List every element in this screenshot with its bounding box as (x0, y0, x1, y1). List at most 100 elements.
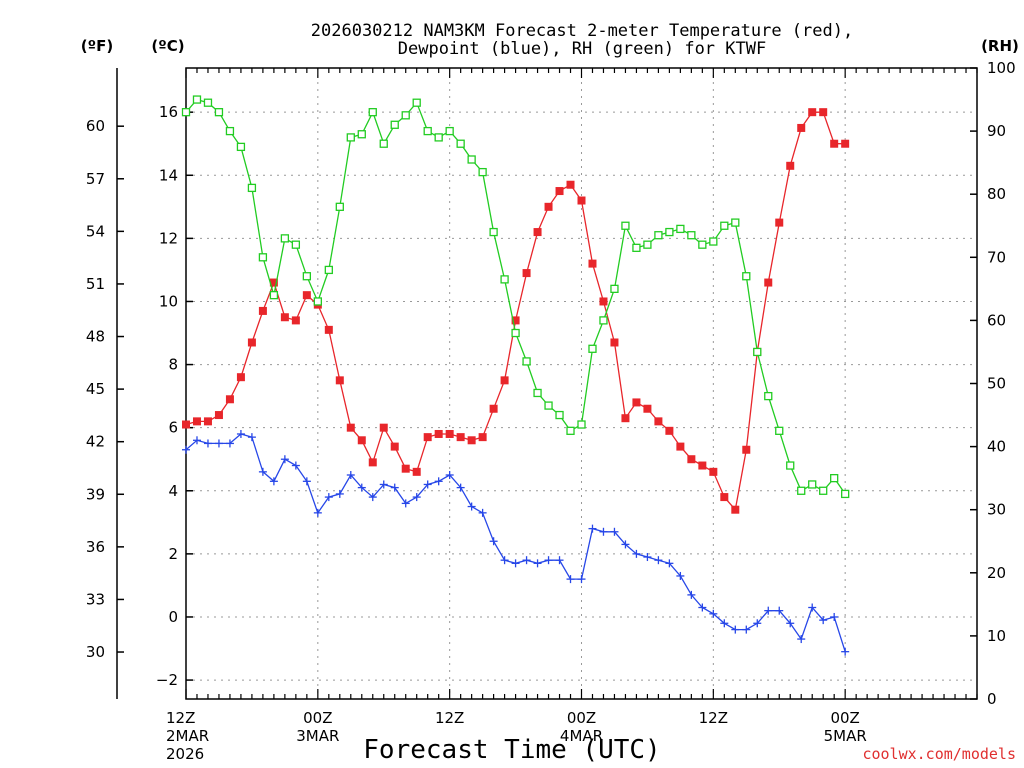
dewpoint-point (775, 606, 784, 615)
relative-humidity-point (478, 167, 487, 177)
2-meter-temperature-point (522, 269, 531, 278)
celsius-tick-label: 14 (159, 166, 178, 184)
dewpoint-point (478, 508, 487, 517)
x-tick-label: 3MAR (296, 727, 339, 745)
2-meter-temperature-point (610, 338, 619, 347)
2-meter-temperature-point (247, 338, 256, 347)
dewpoint-point (236, 429, 245, 438)
relative-humidity-point (555, 410, 564, 420)
x-tick-label: 2MAR (166, 727, 209, 745)
dewpoint-point (632, 549, 641, 558)
fahrenheit-tick-label: 45 (86, 380, 105, 398)
relative-humidity-point (731, 218, 740, 227)
x-tick-label: 12Z (435, 709, 464, 727)
x-tick-label: 2026 (166, 745, 204, 763)
dewpoint-point (522, 556, 531, 565)
2-meter-temperature-point (665, 426, 674, 435)
2-meter-temperature-point (577, 196, 586, 205)
relative-humidity-point (291, 240, 301, 249)
relative-humidity-point (192, 95, 202, 104)
relative-humidity-point (258, 253, 268, 262)
2-meter-temperature-point (489, 404, 498, 413)
relative-humidity-point (511, 328, 520, 338)
2-meter-temperature-point (368, 458, 377, 467)
relative-humidity-point (588, 344, 597, 353)
celsius-tick-label: 8 (168, 356, 178, 374)
relative-humidity-point (214, 108, 224, 117)
2-meter-temperature-point (698, 461, 707, 470)
2-meter-temperature-point (632, 398, 641, 407)
2-meter-temperature-point (324, 325, 333, 334)
dewpoint-point (753, 619, 762, 628)
relative-humidity-point (654, 231, 663, 240)
2-meter-temperature-point (335, 376, 344, 385)
2-meter-temperature-point (830, 139, 839, 148)
relative-humidity-point (489, 227, 498, 237)
relative-humidity-point (423, 126, 432, 136)
relative-humidity-point (181, 108, 191, 117)
2-meter-temperature-point (720, 493, 729, 502)
dewpoint-point (500, 556, 509, 565)
dewpoint-point (379, 480, 388, 489)
2-meter-temperature-point (456, 433, 465, 442)
celsius-tick-label: 16 (159, 103, 178, 121)
relative-humidity-point (357, 130, 366, 139)
dewpoint-point (808, 603, 817, 612)
relative-humidity-point (456, 139, 465, 148)
relative-humidity-point (533, 388, 542, 398)
fahrenheit-tick-label: 30 (86, 643, 105, 661)
fahrenheit-tick-label: 39 (86, 485, 105, 503)
relative-humidity-point (764, 391, 773, 401)
dewpoint-point (324, 493, 333, 502)
dewpoint-point (687, 590, 696, 599)
2-meter-temperature-point (841, 139, 850, 148)
dewpoint-point (368, 493, 377, 502)
relative-humidity-point (742, 272, 751, 281)
dewpoint-point (225, 439, 234, 448)
dewpoint-point (357, 483, 366, 492)
dewpoint-point (192, 436, 201, 445)
relative-humidity-point (676, 224, 685, 234)
2-meter-temperature-point (302, 291, 311, 300)
2-meter-temperature-point (291, 316, 300, 325)
2-meter-temperature-point (797, 123, 806, 132)
2-meter-temperature-point (192, 417, 201, 426)
dewpoint-point (830, 612, 839, 621)
2-meter-temperature-point (643, 404, 652, 413)
2-meter-temperature-point (346, 423, 355, 432)
fahrenheit-tick-label: 36 (86, 538, 105, 556)
relative-humidity-point (346, 133, 355, 142)
x-tick-label: 12Z (699, 709, 728, 727)
x-tick-label: 00Z (567, 709, 596, 727)
dewpoint-point (269, 477, 278, 486)
2-meter-temperature-point (555, 187, 564, 196)
2-meter-temperature-point (731, 505, 740, 514)
rh-tick-label: 60 (987, 311, 1006, 329)
relative-humidity-point (302, 272, 311, 281)
rh-tick-label: 30 (987, 501, 1006, 519)
x-tick-label: 00Z (303, 709, 332, 727)
relative-humidity-point (687, 231, 696, 240)
dewpoint-point (654, 556, 663, 565)
rh-tick-label: 0 (987, 690, 997, 708)
dewpoint-point (511, 559, 520, 568)
2-meter-temperature-point (687, 455, 696, 464)
data-series (181, 95, 850, 656)
chart-title-line-2: Dewpoint (blue), RH (green) for KTWF (398, 39, 766, 59)
relative-humidity-point (390, 120, 399, 129)
2-meter-temperature-point (511, 316, 520, 325)
relative-humidity-point (280, 234, 290, 243)
rh-tick-label: 40 (987, 438, 1006, 456)
2-meter-temperature-point (478, 433, 487, 442)
dewpoint-point (621, 540, 630, 549)
2-meter-temperature-point (544, 202, 553, 211)
relative-humidity-point (709, 237, 718, 246)
2-meter-temperature-point (390, 442, 399, 451)
2-meter-temperature-point (654, 417, 663, 426)
relative-humidity-point (203, 98, 213, 107)
x-tick-label: 00Z (830, 709, 859, 727)
fahrenheit-tick-label: 60 (86, 117, 105, 135)
dewpoint-point (423, 480, 432, 489)
2-meter-temperature-point (236, 373, 245, 382)
relative-humidity-point (247, 183, 257, 193)
